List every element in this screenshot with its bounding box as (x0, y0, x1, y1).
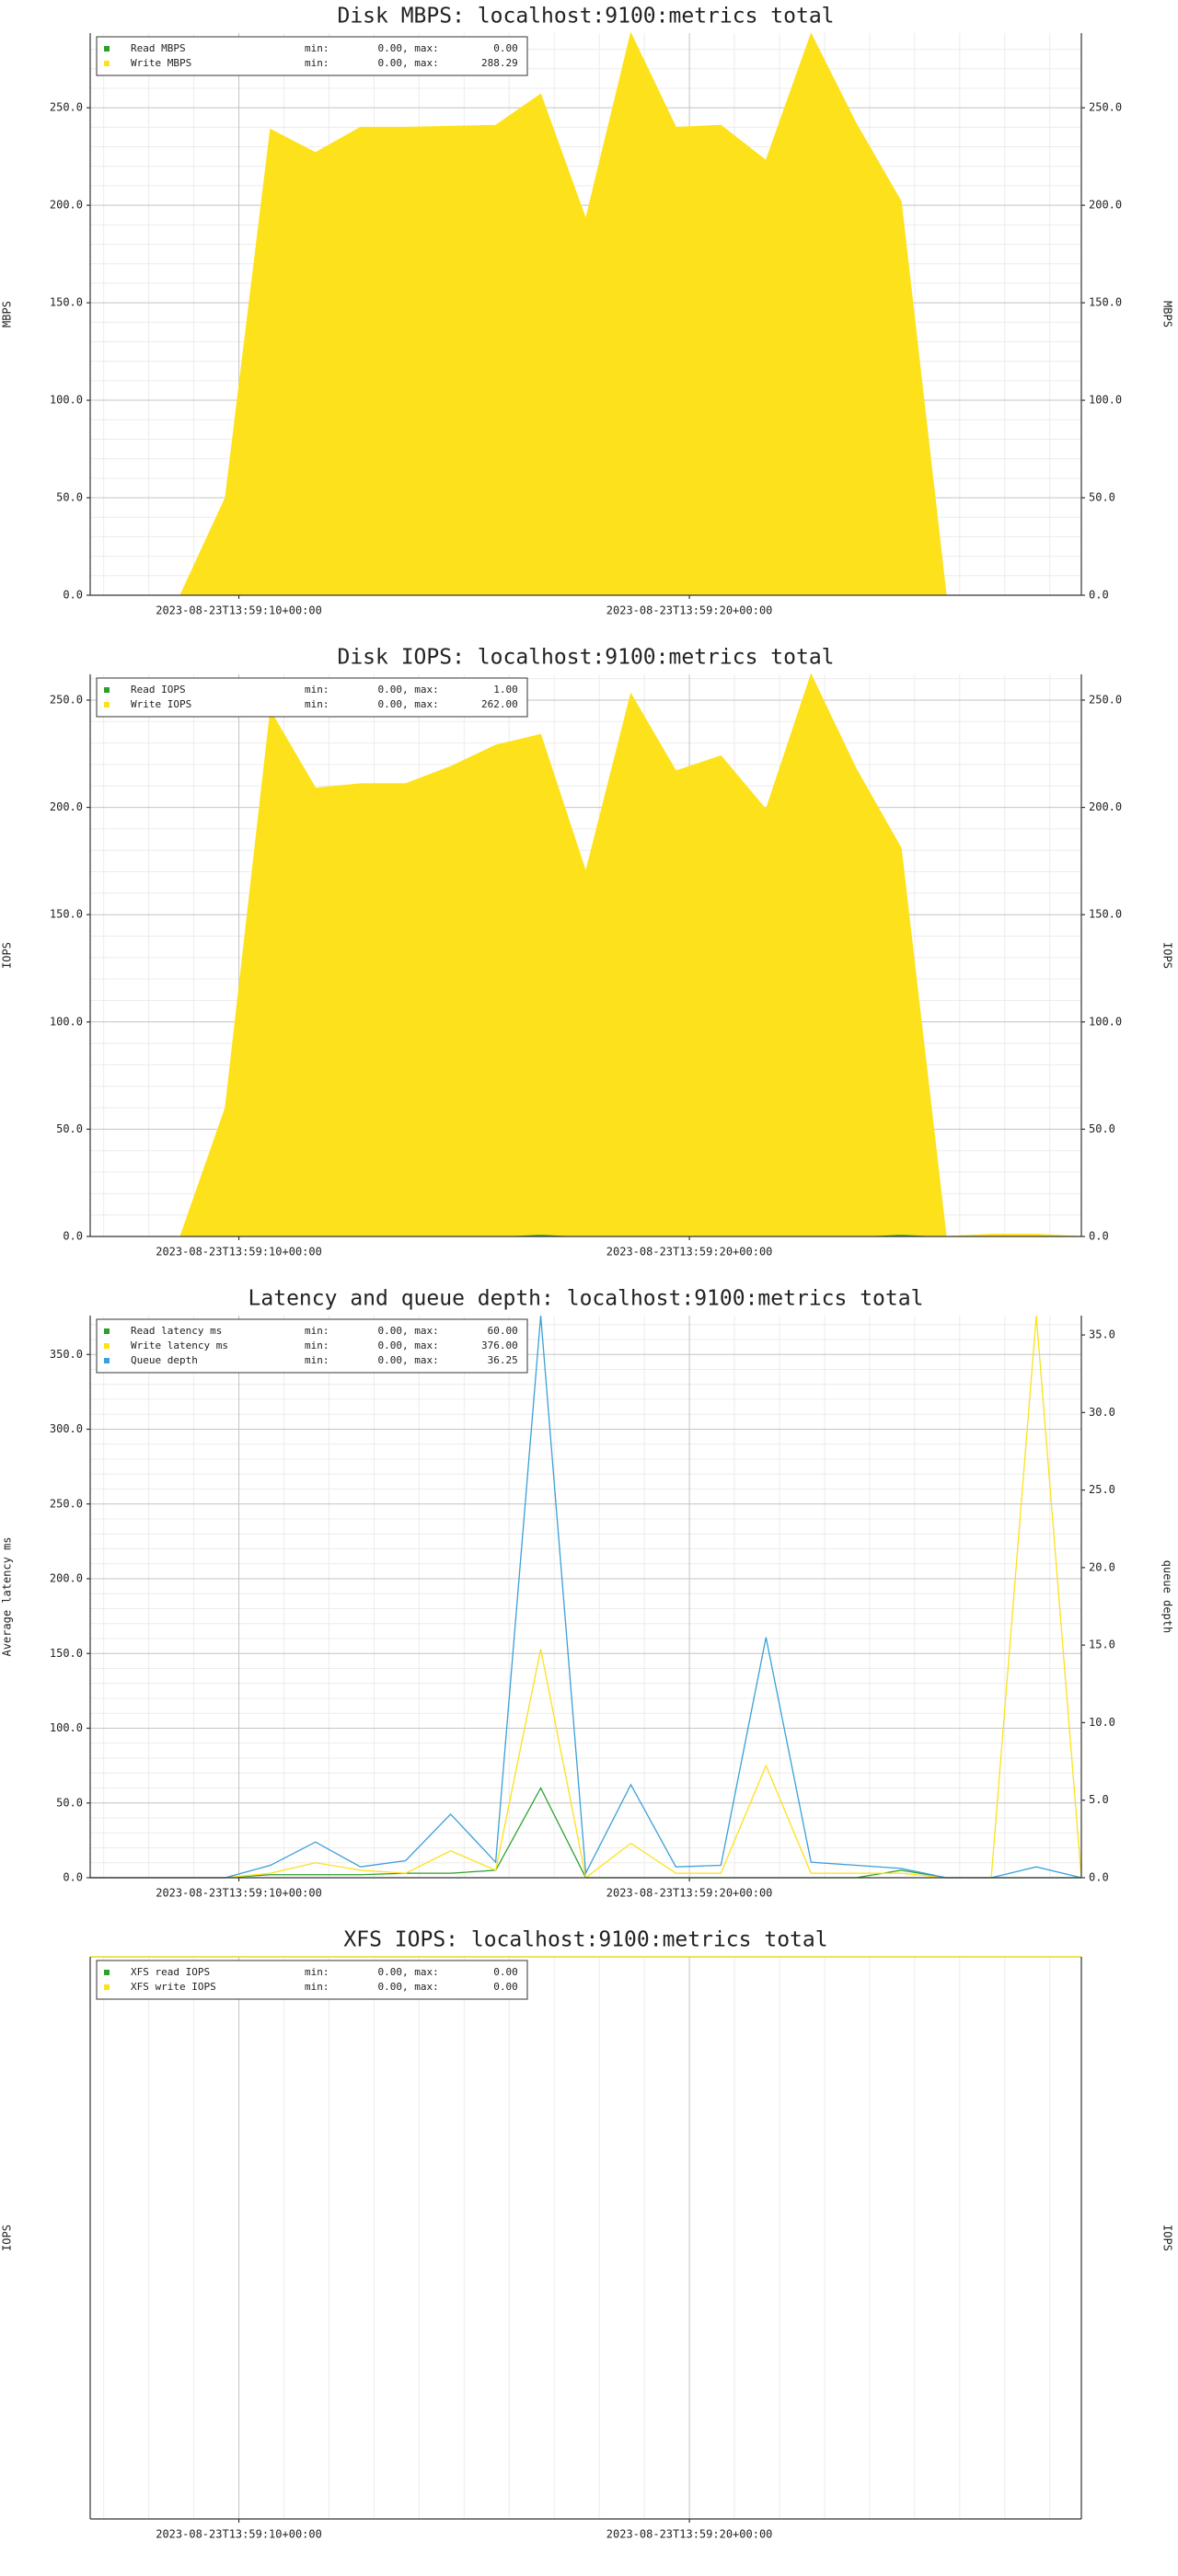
x-tick-label: 2023-08-23T13:59:10+00:00 (156, 2528, 322, 2541)
x-tick-label: 2023-08-23T13:59:20+00:00 (606, 604, 773, 617)
plot-area (90, 1316, 1081, 1878)
chart-title: XFS IOPS: localhost:9100:metrics total (343, 1928, 827, 1952)
y-tick-label-right: 150.0 (1089, 908, 1122, 921)
y-tick-label-right: 0.0 (1089, 1230, 1109, 1243)
x-tick-label: 2023-08-23T13:59:20+00:00 (606, 1246, 773, 1259)
y-axis-title: MBPS (1, 301, 14, 328)
y-tick-label-right: 0.0 (1089, 589, 1109, 602)
legend-swatch (104, 1358, 110, 1363)
y2-tick-label: 0.0 (1089, 1871, 1109, 1884)
legend-stats: min: 0.00, max: 0.00 (305, 1966, 518, 1978)
y2-tick-label: 15.0 (1089, 1639, 1115, 1651)
y2-tick-label: 10.0 (1089, 1716, 1115, 1729)
legend-swatch (104, 1984, 110, 1990)
legend-stats: min: 0.00, max: 262.00 (305, 698, 518, 710)
y-tick-label: 250.0 (50, 101, 83, 114)
y-tick-label: 150.0 (50, 1647, 83, 1660)
y-axis-title: IOPS (1, 2225, 14, 2251)
y-tick-label: 50.0 (56, 1122, 83, 1135)
legend-label: Read MBPS (131, 42, 186, 54)
y-tick-label: 250.0 (50, 1497, 83, 1510)
legend-swatch (104, 1343, 110, 1349)
y-tick-label-right: 100.0 (1089, 394, 1122, 407)
y-tick-label-right: 150.0 (1089, 296, 1122, 309)
y-tick-label: 100.0 (50, 1721, 83, 1734)
legend-label: Read IOPS (131, 684, 186, 696)
y-tick-label-right: 200.0 (1089, 199, 1122, 212)
y-tick-label: 200.0 (50, 800, 83, 813)
y-tick-label: 0.0 (63, 589, 83, 602)
x-tick-label: 2023-08-23T13:59:10+00:00 (156, 1246, 322, 1259)
y-tick-label-right: 100.0 (1089, 1015, 1122, 1028)
y2-tick-label: 30.0 (1089, 1406, 1115, 1419)
legend-swatch (104, 61, 110, 66)
y-tick-label-right: 250.0 (1089, 101, 1122, 114)
y-tick-label: 0.0 (63, 1871, 83, 1884)
y-tick-label-right: 200.0 (1089, 800, 1122, 813)
legend-stats: min: 0.00, max: 36.25 (305, 1354, 518, 1366)
legend-label: Write MBPS (131, 57, 191, 69)
y-tick-label-right: 250.0 (1089, 693, 1122, 706)
legend-swatch (104, 46, 110, 52)
legend-box (96, 36, 528, 76)
x-tick-label: 2023-08-23T13:59:20+00:00 (606, 1887, 773, 1900)
y-tick-label-right: 50.0 (1089, 1122, 1115, 1135)
legend-swatch (104, 1328, 110, 1334)
y-tick-label: 100.0 (50, 394, 83, 407)
legend-stats: min: 0.00, max: 1.00 (305, 684, 518, 696)
y2-axis-title: queue depth (1161, 1560, 1174, 1633)
legend-label: Write latency ms (131, 1340, 228, 1351)
legend-swatch (104, 1970, 110, 1975)
y-tick-label: 150.0 (50, 296, 83, 309)
x-tick-label: 2023-08-23T13:59:20+00:00 (606, 2528, 773, 2541)
x-tick-label: 2023-08-23T13:59:10+00:00 (156, 604, 322, 617)
legend-stats: min: 0.00, max: 0.00 (305, 42, 518, 54)
y2-axis-title: IOPS (1161, 942, 1174, 969)
legend-box (96, 1318, 528, 1374)
y2-tick-label: 5.0 (1089, 1793, 1109, 1806)
y-tick-label: 150.0 (50, 908, 83, 921)
line (90, 1315, 1082, 1879)
y2-tick-label: 20.0 (1089, 1560, 1115, 1573)
legend-swatch (104, 702, 110, 707)
legend-box (96, 677, 528, 718)
y-tick-label: 50.0 (56, 1796, 83, 1809)
y-axis-title: Average latency ms (1, 1536, 14, 1656)
chart-title: Disk MBPS: localhost:9100:metrics total (337, 5, 834, 29)
legend-stats: min: 0.00, max: 288.29 (305, 57, 518, 69)
y2-axis-title: IOPS (1161, 2225, 1174, 2251)
legend-label: XFS write IOPS (131, 1981, 216, 1993)
legend-stats: min: 0.00, max: 60.00 (305, 1325, 518, 1337)
y-tick-label: 0.0 (63, 1230, 83, 1243)
plot-area (90, 1957, 1081, 2519)
legend-swatch (104, 687, 110, 693)
y-tick-label: 250.0 (50, 693, 83, 706)
legend-label: XFS read IOPS (131, 1966, 210, 1978)
chart-title: Disk IOPS: localhost:9100:metrics total (337, 646, 834, 670)
y-axis-title: IOPS (1, 942, 14, 969)
legend-box (96, 1960, 528, 2000)
legend-label: Queue depth (131, 1354, 198, 1366)
y-tick-label: 50.0 (56, 491, 83, 504)
y-tick-label: 100.0 (50, 1015, 83, 1028)
legend-label: Read latency ms (131, 1325, 222, 1337)
y2-tick-label: 25.0 (1089, 1483, 1115, 1496)
y2-axis-title: MBPS (1161, 301, 1174, 328)
legend-stats: min: 0.00, max: 0.00 (305, 1981, 518, 1993)
x-tick-label: 2023-08-23T13:59:10+00:00 (156, 1887, 322, 1900)
y-tick-label: 350.0 (50, 1348, 83, 1361)
legend-label: Write IOPS (131, 698, 191, 710)
y-tick-label: 200.0 (50, 1572, 83, 1585)
legend-stats: min: 0.00, max: 376.00 (305, 1340, 518, 1351)
y-tick-label: 200.0 (50, 199, 83, 212)
y2-tick-label: 35.0 (1089, 1328, 1115, 1341)
chart-title: Latency and queue depth: localhost:9100:… (248, 1287, 924, 1311)
y-tick-label-right: 50.0 (1089, 491, 1115, 504)
y-tick-label: 300.0 (50, 1422, 83, 1435)
